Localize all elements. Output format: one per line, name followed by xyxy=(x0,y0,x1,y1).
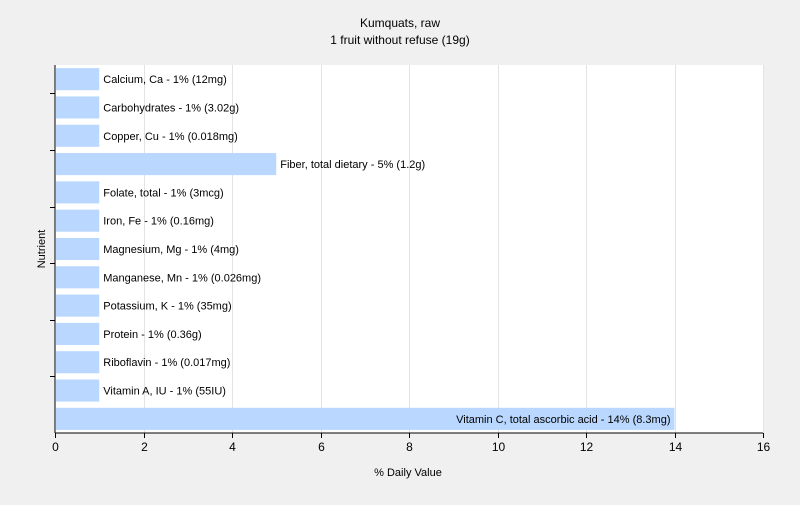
y-axis-title: Nutrient xyxy=(36,230,48,269)
bar xyxy=(56,379,100,402)
y-ticks xyxy=(50,93,55,377)
bar-data-label: Magnesium, Mg - 1% (4mg) xyxy=(103,244,239,256)
bar-data-label: Manganese, Mn - 1% (0.026mg) xyxy=(103,272,261,284)
bar-data-label: Carbohydrates - 1% (3.02g) xyxy=(103,102,239,114)
bar-data-label: Riboflavin - 1% (0.017mg) xyxy=(103,357,230,369)
bar xyxy=(56,96,100,119)
x-axis-title: % Daily Value xyxy=(374,467,442,479)
bar xyxy=(56,124,100,147)
chart-title: Kumquats, raw xyxy=(360,16,440,30)
bar-data-label: Copper, Cu - 1% (0.018mg) xyxy=(103,131,238,143)
bar-data-label: Protein - 1% (0.36g) xyxy=(103,329,201,341)
bar-data-label: Potassium, K - 1% (35mg) xyxy=(103,301,231,313)
grid-lines xyxy=(144,65,764,433)
x-tick-label: 14 xyxy=(669,440,683,454)
bar xyxy=(56,237,100,261)
bar xyxy=(56,407,675,430)
bar xyxy=(56,322,100,345)
bars-group: Calcium, Ca - 1% (12mg) Carbohydrates - 1… xyxy=(56,68,675,430)
bar xyxy=(56,351,100,374)
x-tick-label: 10 xyxy=(492,440,506,454)
x-tick-label: 0 xyxy=(52,440,59,454)
bar-data-label: Calcium, Ca - 1% (12mg) xyxy=(103,74,226,86)
x-tick-label: 16 xyxy=(757,440,771,454)
bar-data-label: Vitamin A, IU - 1% (55IU) xyxy=(103,386,226,398)
bar-data-label: Iron, Fe - 1% (0.16mg) xyxy=(103,216,214,228)
x-tick-label: 12 xyxy=(580,440,594,454)
bar xyxy=(56,209,100,232)
bar-data-label: Fiber, total dietary - 5% (1.2g) xyxy=(280,159,425,171)
x-tick-label: 6 xyxy=(318,440,325,454)
chart-subtitle: 1 fruit without refuse (19g) xyxy=(330,33,469,47)
bar xyxy=(56,294,100,317)
bar-data-label: Vitamin C, total ascorbic acid - 14% (8.… xyxy=(456,414,670,426)
bar xyxy=(56,181,100,204)
x-tick-label: 8 xyxy=(406,440,413,454)
x-ticks: 0 2 4 6 8 10 12 14 16 xyxy=(52,433,770,454)
x-tick-label: 2 xyxy=(141,440,148,454)
bar xyxy=(56,68,100,91)
bar xyxy=(56,153,277,176)
bar xyxy=(56,266,100,289)
bar-data-label: Folate, total - 1% (3mcg) xyxy=(103,187,223,199)
x-tick-label: 4 xyxy=(229,440,236,454)
